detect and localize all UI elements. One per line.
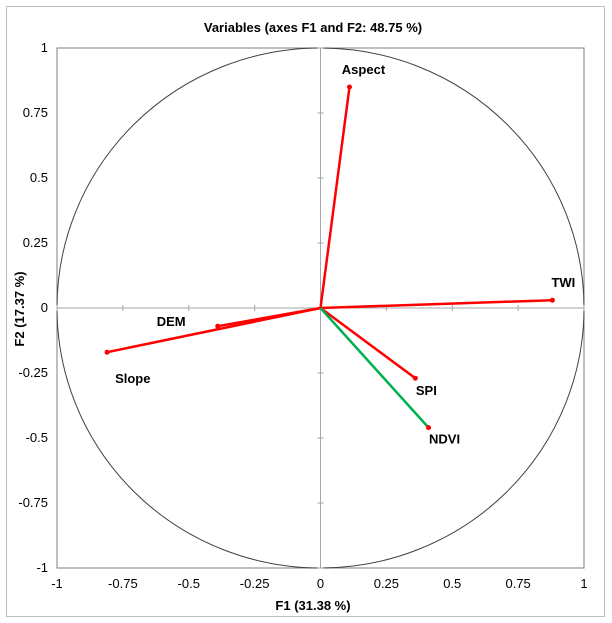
- y-axis-title: F2 (17.37 %): [12, 271, 27, 346]
- vector-label-aspect: Aspect: [342, 62, 386, 77]
- x-tick-label: 0: [317, 576, 324, 591]
- y-tick-label: 0.25: [23, 235, 48, 250]
- x-axis-title: F1 (31.38 %): [275, 598, 350, 613]
- y-tick-label: 0: [41, 300, 48, 315]
- correlation-circle-chart: Variables (axes F1 and F2: 48.75 %) -1 -0…: [12, 20, 588, 613]
- x-tick-label: 0.5: [443, 576, 461, 591]
- vector-line-aspect: [319, 86, 351, 309]
- vector-point-ndvi: [426, 425, 432, 431]
- chart-title: Variables (axes F1 and F2: 48.75 %): [204, 20, 422, 35]
- y-tick-label: -1: [36, 560, 48, 575]
- y-tick-label: 0.75: [23, 105, 48, 120]
- x-tick-label: -0.75: [108, 576, 138, 591]
- y-tick-label: -0.75: [18, 495, 48, 510]
- vector-point-spi: [412, 375, 418, 381]
- vector-point-twi: [549, 297, 555, 303]
- vector-label-twi: TWI: [551, 275, 575, 290]
- x-tick-label: 0.25: [374, 576, 399, 591]
- vector-point-slope: [104, 349, 110, 355]
- y-tick-label: -0.25: [18, 365, 48, 380]
- vector-label-dem: DEM: [157, 314, 186, 329]
- y-tick-label: 1: [41, 40, 48, 55]
- x-tick-label: 1: [580, 576, 587, 591]
- x-tick-label: -1: [51, 576, 63, 591]
- vector-point-dem: [215, 323, 221, 329]
- chart-frame: Variables (axes F1 and F2: 48.75 %) -1 -0…: [6, 6, 605, 617]
- x-tick-label: -0.5: [178, 576, 200, 591]
- x-tick-label: 0.75: [505, 576, 530, 591]
- vector-line-slope: [106, 306, 321, 354]
- vector-label-ndvi: NDVI: [429, 432, 460, 447]
- vector-point-aspect: [346, 84, 352, 90]
- y-tick-label: 0.5: [30, 170, 48, 185]
- vector-label-spi: SPI: [416, 383, 437, 398]
- y-tick-label: -0.5: [26, 430, 48, 445]
- vector-line-twi: [320, 298, 553, 310]
- x-tick-label: -0.25: [240, 576, 270, 591]
- vector-line-spi: [319, 306, 417, 380]
- vector-label-slope: Slope: [115, 371, 150, 386]
- vector-line-ndvi: [319, 307, 430, 429]
